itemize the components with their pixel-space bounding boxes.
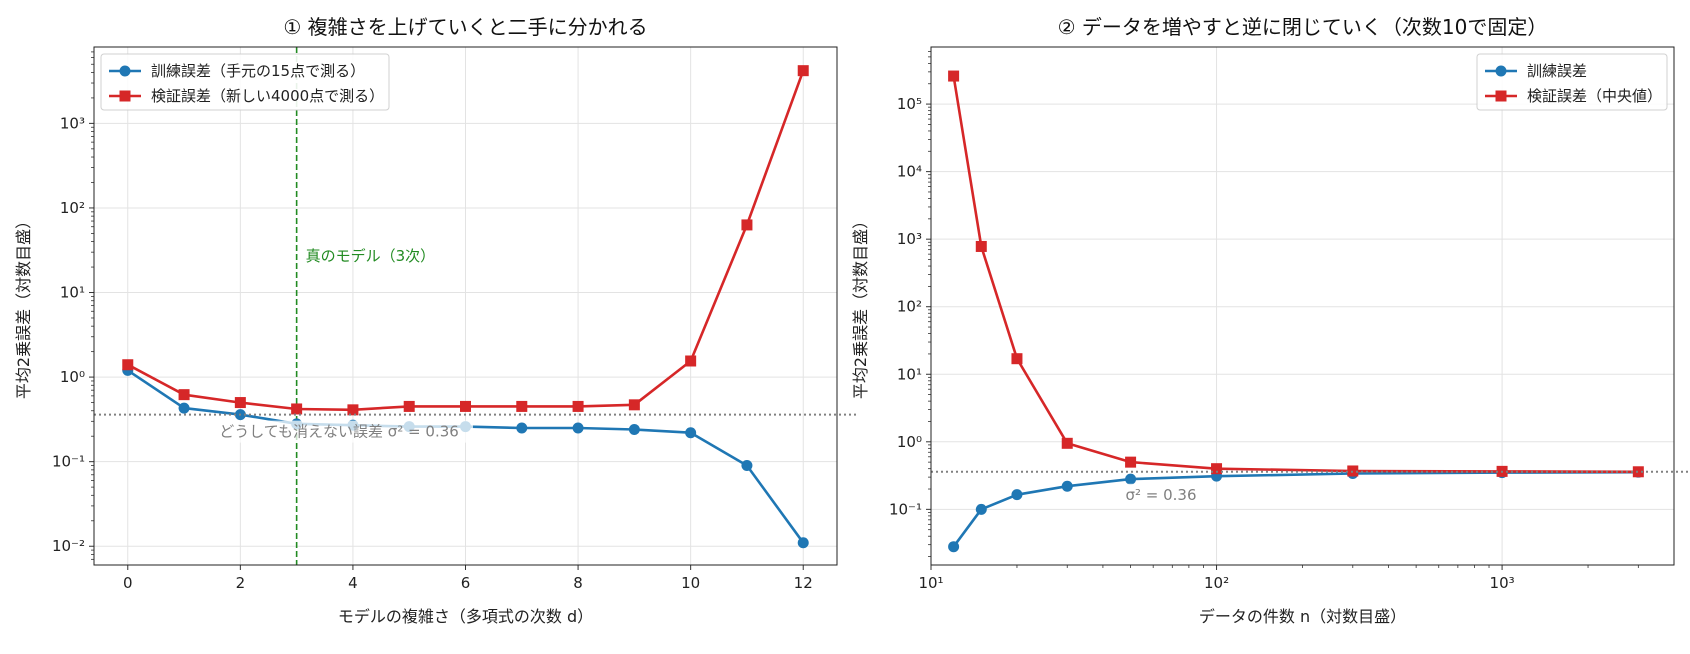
data-point	[1061, 480, 1073, 492]
data-point	[1211, 463, 1223, 475]
data-point	[1125, 473, 1137, 485]
data-point	[1125, 456, 1137, 468]
x-tick-label: 6	[461, 574, 471, 592]
legend-marker	[119, 90, 131, 102]
y-tick-label: 10⁻²	[52, 537, 85, 555]
y-tick-label: 10³	[897, 230, 922, 248]
x-tick-label: 0	[123, 574, 133, 592]
y-tick-label: 10⁵	[897, 95, 922, 113]
y-tick-label: 10¹	[897, 365, 922, 383]
noise-floor-label: どうしても消えない誤差 σ² = 0.36	[219, 423, 459, 441]
data-point	[572, 422, 584, 434]
legend-label: 訓練誤差（手元の15点で測る）	[151, 62, 365, 80]
chart-title: ① 複雑さを上げていくと二手に分かれる	[283, 15, 647, 39]
plot-area	[948, 70, 1644, 553]
data-point	[975, 240, 987, 252]
legend-marker	[119, 65, 131, 77]
panel-left: 0 2 4 6 8 10 12 10⁻² 10⁻¹ 10⁰ 10¹ 10² 10³ 真のモデル（3次） どう…	[14, 15, 857, 626]
data-point	[948, 541, 960, 553]
noise-floor-label: σ² = 0.36	[1125, 486, 1196, 504]
noise-label-bg	[1111, 483, 1211, 506]
data-point	[403, 400, 415, 412]
panel-right: 10¹ 10² 10³ 10⁻¹ 10⁰ 10¹ 10² 10³ 10⁴ 10⁵ σ² = 0.36…	[851, 15, 1690, 626]
data-point	[460, 400, 471, 412]
x-tick-label: 2	[236, 574, 246, 592]
data-point	[797, 65, 809, 77]
y-tick-label: 10²	[897, 298, 922, 316]
x-axis-label: モデルの複雑さ（多項式の次数 d）	[338, 607, 593, 626]
x-tick-label: 10¹	[918, 574, 943, 592]
data-point	[685, 355, 697, 367]
legend-marker	[1495, 65, 1507, 77]
x-tick-label: 10	[681, 574, 700, 592]
x-axis-label: データの件数 n（対数目盛）	[1199, 607, 1406, 626]
axes-frame	[930, 46, 1675, 566]
data-point	[178, 389, 190, 401]
x-tick-label: 4	[348, 574, 358, 592]
data-point	[1011, 353, 1023, 365]
x-tick-label: 10³	[1490, 574, 1515, 592]
legend-label: 検証誤差（中央値）	[1527, 87, 1662, 105]
data-point	[741, 460, 753, 472]
legend	[1476, 53, 1668, 111]
legend-label: 訓練誤差	[1527, 62, 1587, 80]
y-axis-label: 平均2乗誤差（対数目盛）	[851, 213, 870, 399]
data-point	[516, 422, 528, 434]
data-point	[628, 424, 640, 436]
y-tick-label: 10⁻¹	[52, 453, 85, 471]
data-point	[516, 400, 528, 412]
noise-label-bg	[205, 420, 473, 443]
x-tick-label: 8	[573, 574, 583, 592]
legend-marker	[1495, 90, 1507, 102]
data-point	[291, 403, 303, 415]
data-point	[572, 400, 584, 412]
data-point	[975, 503, 987, 515]
y-tick-label: 10¹	[60, 284, 85, 302]
data-point	[347, 404, 359, 416]
y-tick-label: 10⁰	[60, 368, 85, 386]
series-line	[952, 75, 1639, 474]
data-point	[741, 219, 753, 231]
chart-title: ② データを増やすと逆に閉じていく（次数10で固定）	[1058, 15, 1548, 39]
y-tick-label: 10³	[60, 114, 85, 132]
legend-label: 検証誤差（新しい4000点で測る）	[151, 87, 384, 105]
data-point	[797, 537, 809, 549]
true-model-label: 真のモデル（3次）	[306, 247, 436, 265]
y-tick-label: 10⁴	[897, 163, 922, 181]
y-tick-label: 10⁻¹	[889, 500, 922, 518]
y-tick-label: 10⁰	[897, 433, 922, 451]
data-point	[122, 359, 134, 371]
data-point	[948, 70, 960, 82]
x-tick-label: 10²	[1204, 574, 1229, 592]
y-tick-label: 10²	[60, 199, 85, 217]
data-point	[628, 399, 640, 411]
y-axis-label: 平均2乗誤差（対数目盛）	[14, 213, 33, 399]
data-point	[685, 427, 697, 439]
data-point	[178, 402, 190, 414]
data-point	[1632, 466, 1644, 478]
data-point	[1011, 489, 1023, 501]
x-tick-label: 12	[794, 574, 813, 592]
data-point	[234, 397, 246, 409]
axes-frame	[93, 46, 838, 566]
legend	[100, 53, 390, 111]
data-point	[1061, 437, 1073, 449]
